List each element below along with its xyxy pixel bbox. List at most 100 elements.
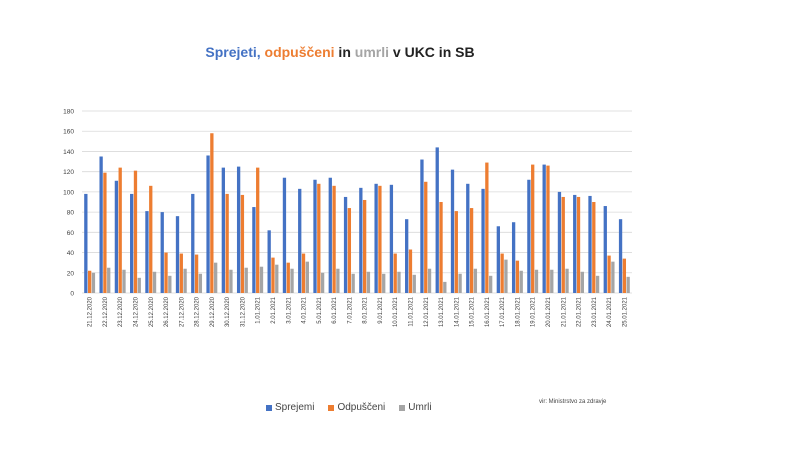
bar-umrli	[91, 272, 96, 293]
bar-sprejemi	[130, 193, 134, 293]
x-tick-label: 4.01.2021	[302, 296, 308, 323]
bar-odpusceni	[210, 133, 214, 293]
bar-odpusceni	[362, 199, 367, 293]
bar-umrli	[168, 275, 172, 293]
bar-odpusceni	[408, 249, 413, 293]
bar-umrli	[107, 267, 111, 293]
bar-sprejemi	[84, 193, 88, 293]
bar-odpusceni	[149, 185, 153, 293]
legend-item-umrli: Umrli	[399, 402, 432, 413]
bar-sprejemi	[313, 179, 317, 293]
bar-sprejemi	[450, 169, 455, 293]
bar-odpusceni	[225, 193, 229, 293]
x-tick-label: 19.01.2021	[531, 296, 537, 327]
bar-sprejemi	[114, 180, 119, 293]
bar-umrli	[366, 271, 371, 293]
bar-sprejemi	[328, 177, 332, 293]
bar-odpusceni	[118, 167, 122, 293]
bar-umrli	[412, 274, 416, 293]
bar-odpusceni	[317, 183, 321, 293]
bar-umrli	[229, 269, 233, 293]
bar-umrli	[122, 269, 126, 293]
x-tick-label: 23.01.2021	[592, 296, 598, 327]
bar-umrli	[214, 262, 218, 293]
bar-odpusceni	[301, 253, 306, 293]
bar-umrli	[443, 281, 447, 293]
bar-odpusceni	[378, 185, 382, 293]
y-tick-label: 20	[67, 270, 75, 277]
bar-umrli	[137, 277, 141, 293]
source-note: vir: Ministrstvo za zdravje	[539, 399, 607, 405]
bar-umrli	[351, 273, 355, 293]
x-tick-label: 20.01.2021	[546, 296, 552, 327]
bar-umrli	[336, 268, 340, 293]
bar-umrli	[183, 268, 187, 293]
y-tick-label: 160	[63, 129, 74, 136]
x-tick-label: 22.12.2020	[103, 296, 109, 327]
bar-sprejemi	[191, 193, 195, 293]
bar-umrli	[534, 269, 539, 293]
bar-umrli	[320, 272, 325, 293]
x-tick-label: 6.01.2021	[332, 296, 338, 323]
bar-odpusceni	[500, 253, 504, 293]
bar-sprejemi	[588, 195, 592, 293]
bar-odpusceni	[271, 257, 275, 293]
y-tick-label: 180	[63, 109, 74, 116]
x-tick-label: 24.01.2021	[607, 296, 613, 327]
bar-sprejemi	[99, 156, 103, 293]
bar-sprejemi	[496, 226, 500, 293]
bar-odpusceni	[393, 253, 397, 293]
bar-sprejemi	[435, 147, 439, 293]
bar-sprejemi	[221, 167, 225, 293]
bar-odpusceni	[424, 181, 428, 293]
bar-umrli	[305, 261, 309, 293]
bar-umrli	[626, 276, 630, 293]
y-tick-label: 120	[63, 169, 74, 176]
x-tick-label: 31.12.2020	[240, 296, 246, 327]
x-tick-label: 21.01.2021	[561, 296, 567, 327]
title-sep-1: ,	[256, 44, 265, 60]
bar-odpusceni	[561, 196, 565, 293]
x-tick-label: 1.01.2021	[256, 296, 262, 323]
bar-sprejemi	[618, 219, 623, 293]
bar-sprejemi	[511, 222, 516, 293]
chart-title: Sprejeti, odpuščeni in umrli v UKC in SB	[0, 44, 680, 60]
y-tick-label: 140	[63, 149, 74, 156]
x-tick-label: 9.01.2021	[378, 296, 384, 323]
x-tick-label: 30.12.2020	[225, 296, 231, 327]
x-tick-label: 2.01.2021	[271, 296, 277, 323]
bar-umrli	[382, 273, 386, 293]
bar-umrli	[595, 275, 600, 293]
bar-umrli	[275, 264, 279, 293]
bar-umrli	[519, 270, 523, 293]
x-tick-label: 23.12.2020	[118, 296, 124, 327]
bar-umrli	[427, 268, 432, 293]
x-tick-label: 14.01.2021	[454, 296, 460, 327]
x-tick-label: 25.01.2021	[622, 296, 628, 327]
bar-odpusceni	[485, 162, 489, 293]
x-tick-label: 24.12.2020	[133, 296, 139, 327]
bar-odpusceni	[531, 164, 535, 293]
bar-odpusceni	[133, 170, 138, 293]
x-tick-label: 11.01.2021	[408, 296, 414, 326]
x-tick-label: 16.01.2021	[485, 296, 491, 327]
bar-sprejemi	[603, 206, 607, 293]
bar-sprejemi	[175, 216, 180, 293]
x-tick-label: 25.12.2020	[149, 296, 155, 327]
y-tick-label: 60	[67, 230, 75, 237]
legend-item-odpusceni: Odpuščeni	[328, 402, 385, 413]
bar-umrli	[244, 267, 248, 293]
legend-item-sprejemi: Sprejemi	[266, 402, 314, 413]
bar-sprejemi	[252, 207, 256, 293]
bar-umrli	[489, 275, 493, 293]
legend-label-umrli: Umrli	[408, 402, 432, 413]
bar-sprejemi	[557, 191, 562, 293]
x-tick-label: 17.01.2021	[500, 296, 506, 327]
bar-umrli	[259, 266, 264, 293]
bar-sprejemi	[343, 196, 348, 293]
bar-sprejemi	[573, 194, 577, 293]
x-tick-label: 3.01.2021	[286, 296, 292, 323]
bar-odpusceni	[179, 253, 183, 293]
legend-swatch-sprejemi	[266, 404, 272, 411]
